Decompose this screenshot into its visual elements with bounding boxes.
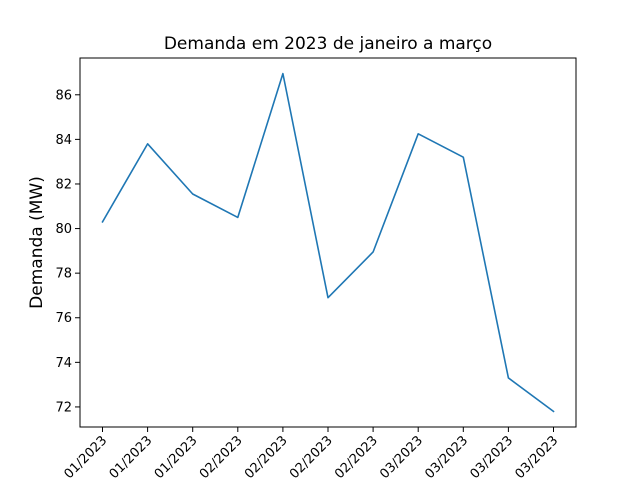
y-axis-label: Demanda (MW) <box>27 176 47 309</box>
x-tick-label: 03/2023 <box>467 433 516 480</box>
series-line-0 <box>101 72 555 413</box>
x-tick-label: 01/2023 <box>152 433 201 480</box>
x-tick-label: 02/2023 <box>332 433 381 480</box>
x-axis: 01/202301/202301/202302/202302/202302/20… <box>62 427 562 480</box>
y-axis: 72 74 76 78 80 82 84 86 <box>55 88 80 415</box>
y-tick-label: 78 <box>55 267 72 282</box>
x-tick-label: 03/2023 <box>422 433 471 480</box>
series-layer <box>101 72 555 413</box>
x-tick-label: 02/2023 <box>242 433 291 480</box>
y-tick-label: 72 <box>55 400 72 415</box>
x-tick-label: 02/2023 <box>287 433 336 480</box>
x-tick-label: 03/2023 <box>377 433 426 480</box>
y-tick-label: 84 <box>55 133 72 148</box>
y-tick-label: 80 <box>55 222 72 237</box>
plot-area-frame <box>79 57 577 428</box>
x-tick-label: 01/2023 <box>107 433 156 480</box>
x-tick-label: 02/2023 <box>197 433 246 480</box>
chart-title: Demanda em 2023 de janeiro a março <box>164 34 492 54</box>
y-tick-label: 76 <box>55 311 72 326</box>
x-tick-label: 01/2023 <box>62 433 111 480</box>
x-tick-label: 03/2023 <box>513 433 562 480</box>
y-tick-label: 74 <box>55 356 72 371</box>
y-tick-label: 82 <box>55 177 72 192</box>
y-tick-label: 86 <box>55 88 72 103</box>
